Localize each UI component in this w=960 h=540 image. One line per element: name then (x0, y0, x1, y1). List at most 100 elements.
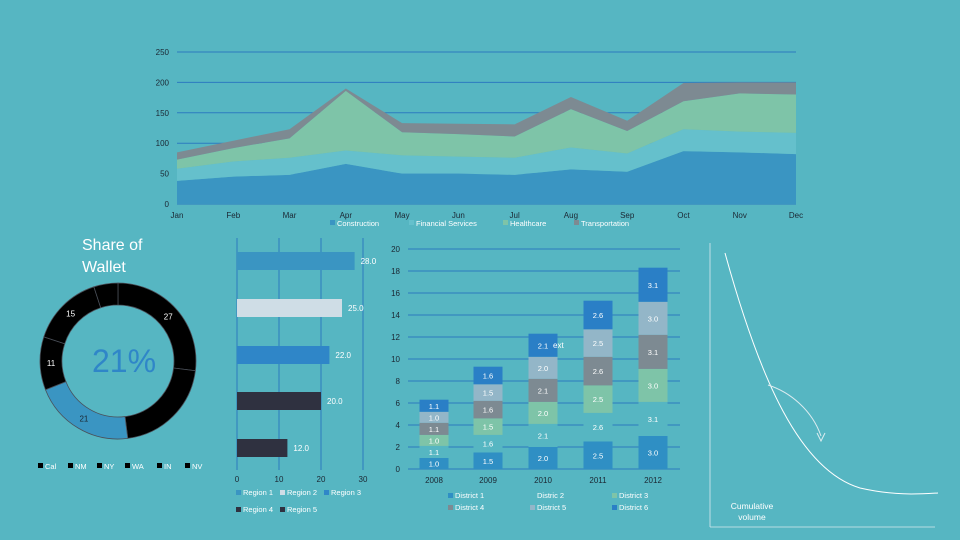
sbar-segment-label: 3.1 (648, 281, 658, 290)
sbar-segment (473, 400, 503, 419)
sbar-legend-swatch (530, 505, 535, 510)
sbar-segment-label: 1.0 (429, 413, 439, 422)
donut-slice-nv (93, 282, 119, 309)
sbar-y-tick-label: 0 (396, 465, 401, 474)
sbar-segment-label: 1.0 (429, 436, 439, 445)
sbar-segment (473, 384, 503, 401)
area-series-financial-services (177, 129, 796, 181)
sbar-segment-label: 2.1 (538, 386, 548, 395)
donut-chart: Share of Wallet 27 21 11 15 21% Cal NM NY WA IN NV (38, 237, 202, 471)
donut-legend-label: NY (104, 462, 114, 471)
sbar-segment (583, 385, 613, 413)
sbar-y-tick-label: 14 (391, 311, 400, 320)
sbar-segment-label: 2.5 (593, 339, 603, 348)
sbar-segment (583, 356, 613, 386)
sbar-segment-label: 2.6 (593, 423, 603, 432)
area-x-tick-label: Nov (733, 211, 747, 220)
sbar-x-tick-label: 2008 (425, 476, 443, 485)
sbar-segment (528, 356, 558, 379)
sbar-y-tick-label: 6 (396, 399, 401, 408)
sbar-segment-label: 3.0 (648, 449, 658, 458)
sbar-segment-label: 1.5 (483, 457, 493, 466)
hbar-bar (237, 392, 321, 410)
donut-title-line-1: Share of (82, 237, 143, 254)
sbar-y-tick-label: 8 (396, 377, 401, 386)
sbar-segment (583, 300, 613, 330)
hbar-value-label: 22.0 (335, 351, 351, 360)
donut-legend-label: NV (192, 462, 202, 471)
hbar-legend-label: Region 5 (287, 505, 317, 514)
hbar-legend-swatch (324, 490, 329, 495)
area-legend-label: Healthcare (510, 219, 546, 228)
sbar-segment (528, 447, 558, 469)
hbar-legend-label: Region 1 (243, 488, 273, 497)
hbar-legend-swatch (280, 507, 285, 512)
sbar-segment-label: 3.0 (648, 314, 658, 323)
hbar-bar (237, 439, 288, 457)
sbar-segment (583, 412, 613, 442)
sbar-segment (638, 301, 668, 335)
area-y-tick-label: 250 (156, 48, 170, 57)
hbar-legend-label: Region 3 (331, 488, 361, 497)
sbar-segment-label: 2.0 (538, 409, 548, 418)
sbar-y-tick-label: 18 (391, 267, 400, 276)
sbar-segment-label: 1.6 (483, 372, 493, 381)
sbar-segment (583, 329, 613, 357)
hbar-bar (237, 346, 330, 364)
sbar-segment (419, 422, 449, 435)
sbar-segment (583, 441, 613, 469)
sbar-segment (638, 334, 668, 369)
hbar-x-tick-label: 20 (317, 475, 326, 484)
sbar-legend-swatch (530, 493, 535, 498)
sbar-legend-label: District 1 (455, 491, 484, 500)
area-legend-swatch (409, 220, 414, 225)
donut-legend-swatch (38, 463, 43, 468)
area-x-tick-label: Sep (620, 211, 635, 220)
sbar-segment (419, 458, 449, 469)
hbar-x-tick-label: 0 (235, 475, 240, 484)
sbar-x-tick-label: 2010 (534, 476, 552, 485)
area-x-tick-label: Apr (340, 211, 353, 220)
hbar-legend-swatch (280, 490, 285, 495)
donut-slice-label: 21 (79, 415, 88, 424)
sbar-segment-label: 2.6 (593, 311, 603, 320)
sbar-segment (638, 368, 668, 402)
area-x-tick-label: Jan (171, 211, 184, 220)
sbar-segment-label: 1.1 (429, 402, 439, 411)
sbar-segment-label: 2.0 (538, 454, 548, 463)
area-x-tick-label: May (395, 211, 410, 220)
sbar-y-tick-label: 10 (391, 355, 400, 364)
sbar-segment-label: 2.1 (538, 431, 548, 440)
sbar-legend-label: District 4 (455, 503, 484, 512)
area-x-tick-label: Jul (510, 211, 520, 220)
area-legend-label: Construction (337, 219, 379, 228)
area-legend-swatch (503, 220, 508, 225)
sbar-segment-label: 2.5 (593, 395, 603, 404)
donut-legend-swatch (97, 463, 102, 468)
sbar-segment (473, 452, 503, 469)
area-series-transportation (177, 82, 796, 160)
sbar-segment (473, 366, 503, 385)
sbar-segment (528, 423, 558, 447)
donut-legend-swatch (125, 463, 130, 468)
hbar-legend-label: Region 4 (243, 505, 273, 514)
sbar-annotation: ext (553, 341, 564, 350)
donut-legend-label: IN (164, 462, 172, 471)
hbar-x-tick-label: 30 (359, 475, 368, 484)
sbar-segment-label: 1.1 (429, 448, 439, 457)
sbar-segment-label: 1.0 (429, 460, 439, 469)
sbar-segment (528, 401, 558, 424)
sbar-legend-swatch (448, 493, 453, 498)
curve-x-label-line-2: volume (738, 512, 766, 522)
sbar-legend-swatch (612, 505, 617, 510)
donut-slice-label: 11 (47, 359, 56, 368)
stacked-bar-chart: 0 2 4 6 8 10 12 14 16 18 20 1.0 1.1 1.0 1.1 1.0 1.1 2008 1… (391, 245, 680, 512)
sbar-segment (473, 434, 503, 453)
donut-center-label: 21% (92, 343, 156, 379)
sbar-segment (638, 267, 668, 302)
sbar-segment (473, 418, 503, 435)
sbar-legend-swatch (448, 505, 453, 510)
sbar-segment (528, 378, 558, 402)
